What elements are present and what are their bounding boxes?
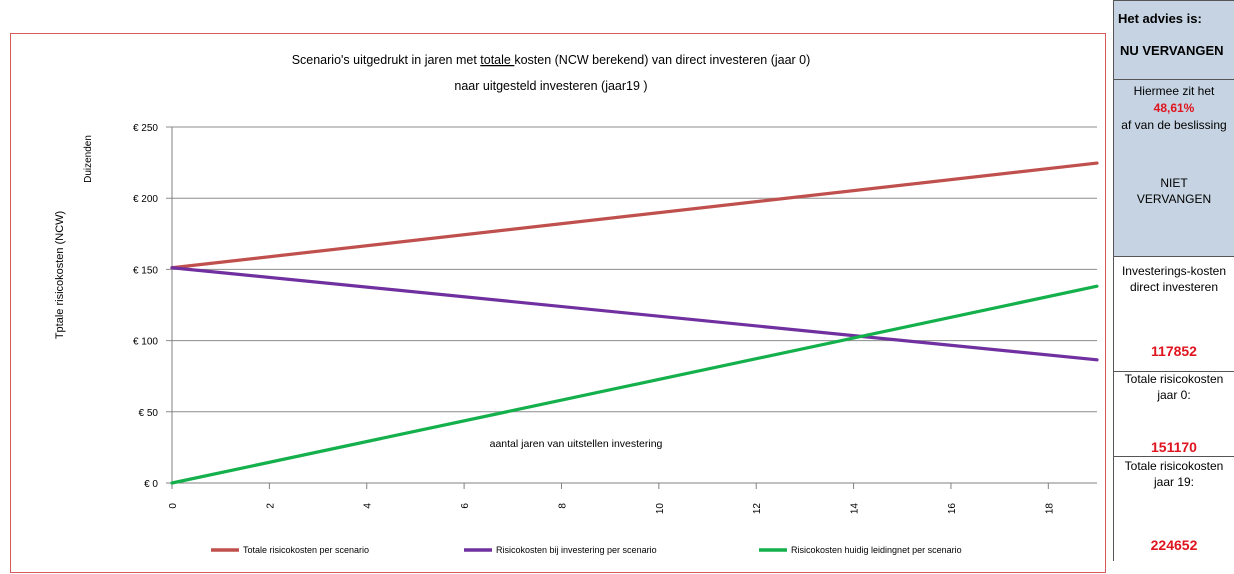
chart-title-line2: naar uitgesteld investeren (jaar19 ) [454,79,647,93]
y-tick-label: € 200 [133,194,158,205]
advice-header-title: Het advies is: [1118,11,1202,26]
series-line-1 [170,161,1099,270]
x-tick-label: 16 [947,503,958,515]
advice-header: Het advies is: NU VERVANGEN [1113,0,1234,80]
advice-alt-line2: VERVANGEN [1136,192,1212,206]
x-tick-label: 6 [460,503,471,509]
advice-percent: 48,61% [1153,101,1195,115]
advice-line3: af van de beslissing [1121,118,1227,132]
risk-cost-year0-box: Totale risicokosten jaar 0: 151170 [1113,372,1234,457]
y-tick-label: € 50 [139,408,159,419]
investment-cost-box: Investerings-kosten direct investeren 11… [1113,257,1234,372]
chart-title-line1: Scenario's uitgedrukt in jaren met total… [292,53,811,67]
investment-cost-line2: direct investeren [1129,280,1219,294]
legend-label-1: Totale risicokosten per scenario [243,545,369,555]
y-tick-label: € 150 [133,265,158,276]
line-chart: Scenario's uitgedrukt in jaren met total… [54,53,1099,555]
risk-cost-year0-line2: jaar 0: [1157,388,1191,402]
investment-cost-line1: Investerings-kosten [1121,264,1227,278]
y-tick-label: € 100 [133,337,158,348]
advice-line1: Hiermee zit het [1133,84,1215,98]
y-tick-label: € 250 [133,123,158,134]
advice-alt-line1: NIET [1160,176,1188,190]
legend-label-2: Risicokosten bij investering per scenari… [496,545,657,555]
risk-cost-year19-value: 224652 [1150,537,1198,553]
risk-cost-year19-box: Totale risicokosten jaar 19: 224652 [1113,457,1234,561]
x-tick-label: 10 [655,503,666,515]
y-tick-label: € 0 [144,479,158,490]
risk-cost-year19-line1: Totale risicokosten [1124,459,1224,473]
chart-frame: Scenario's uitgedrukt in jaren met total… [10,33,1106,573]
advice-detail: Hiermee zit het 48,61% af van de besliss… [1113,80,1234,257]
investment-cost-value: 117852 [1151,343,1197,359]
x-tick-label: 14 [850,503,861,515]
x-axis-annotation: aantal jaren van uitstellen investering [490,438,663,450]
series-line-3 [170,284,1099,485]
x-tick-label: 2 [265,503,276,509]
x-tick-label: 18 [1044,503,1055,515]
x-tick-label: 8 [557,503,568,509]
risk-cost-year19-line2: jaar 19: [1153,475,1195,489]
y-axis-unit: Duizenden [83,135,94,183]
x-tick-label: 0 [168,503,179,509]
advice-header-value: NU VERVANGEN [1120,43,1224,58]
legend-label-3: Risicokosten huidig leidingnet per scena… [791,545,962,555]
x-tick-label: 4 [363,503,374,509]
y-axis-label: Tptale risicokosten (NCW) [54,211,66,339]
x-tick-label: 12 [752,503,763,515]
risk-cost-year0-value: 151170 [1151,439,1197,455]
series-line-2 [170,266,1099,362]
risk-cost-year0-line1: Totale risicokosten [1124,372,1224,386]
